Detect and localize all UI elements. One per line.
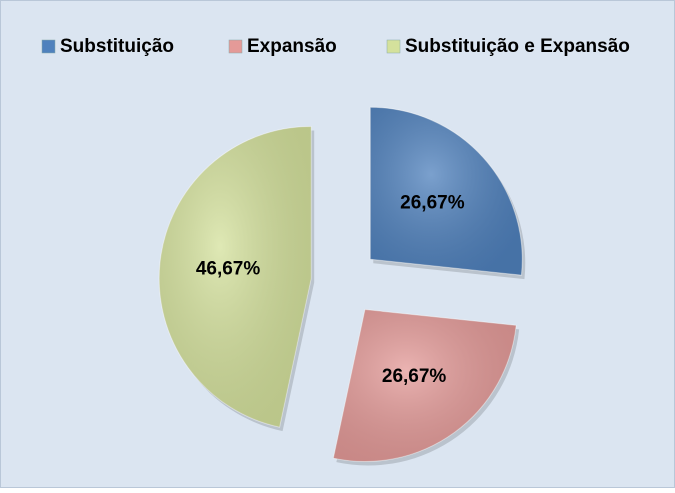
legend-swatch <box>386 39 401 54</box>
data-label: 26,67% <box>382 366 447 387</box>
legend-label: Substituição <box>60 36 174 57</box>
legend-swatch <box>41 39 56 54</box>
slice-shade <box>333 309 517 462</box>
slice-shade <box>159 126 312 428</box>
legend-label: Substituição e Expansão <box>405 36 630 57</box>
legend-label: Expansão <box>247 36 337 57</box>
data-label: 26,67% <box>400 192 465 213</box>
data-label: 46,67% <box>196 259 261 280</box>
slice-shade <box>370 107 523 276</box>
legend-swatch <box>228 39 243 54</box>
